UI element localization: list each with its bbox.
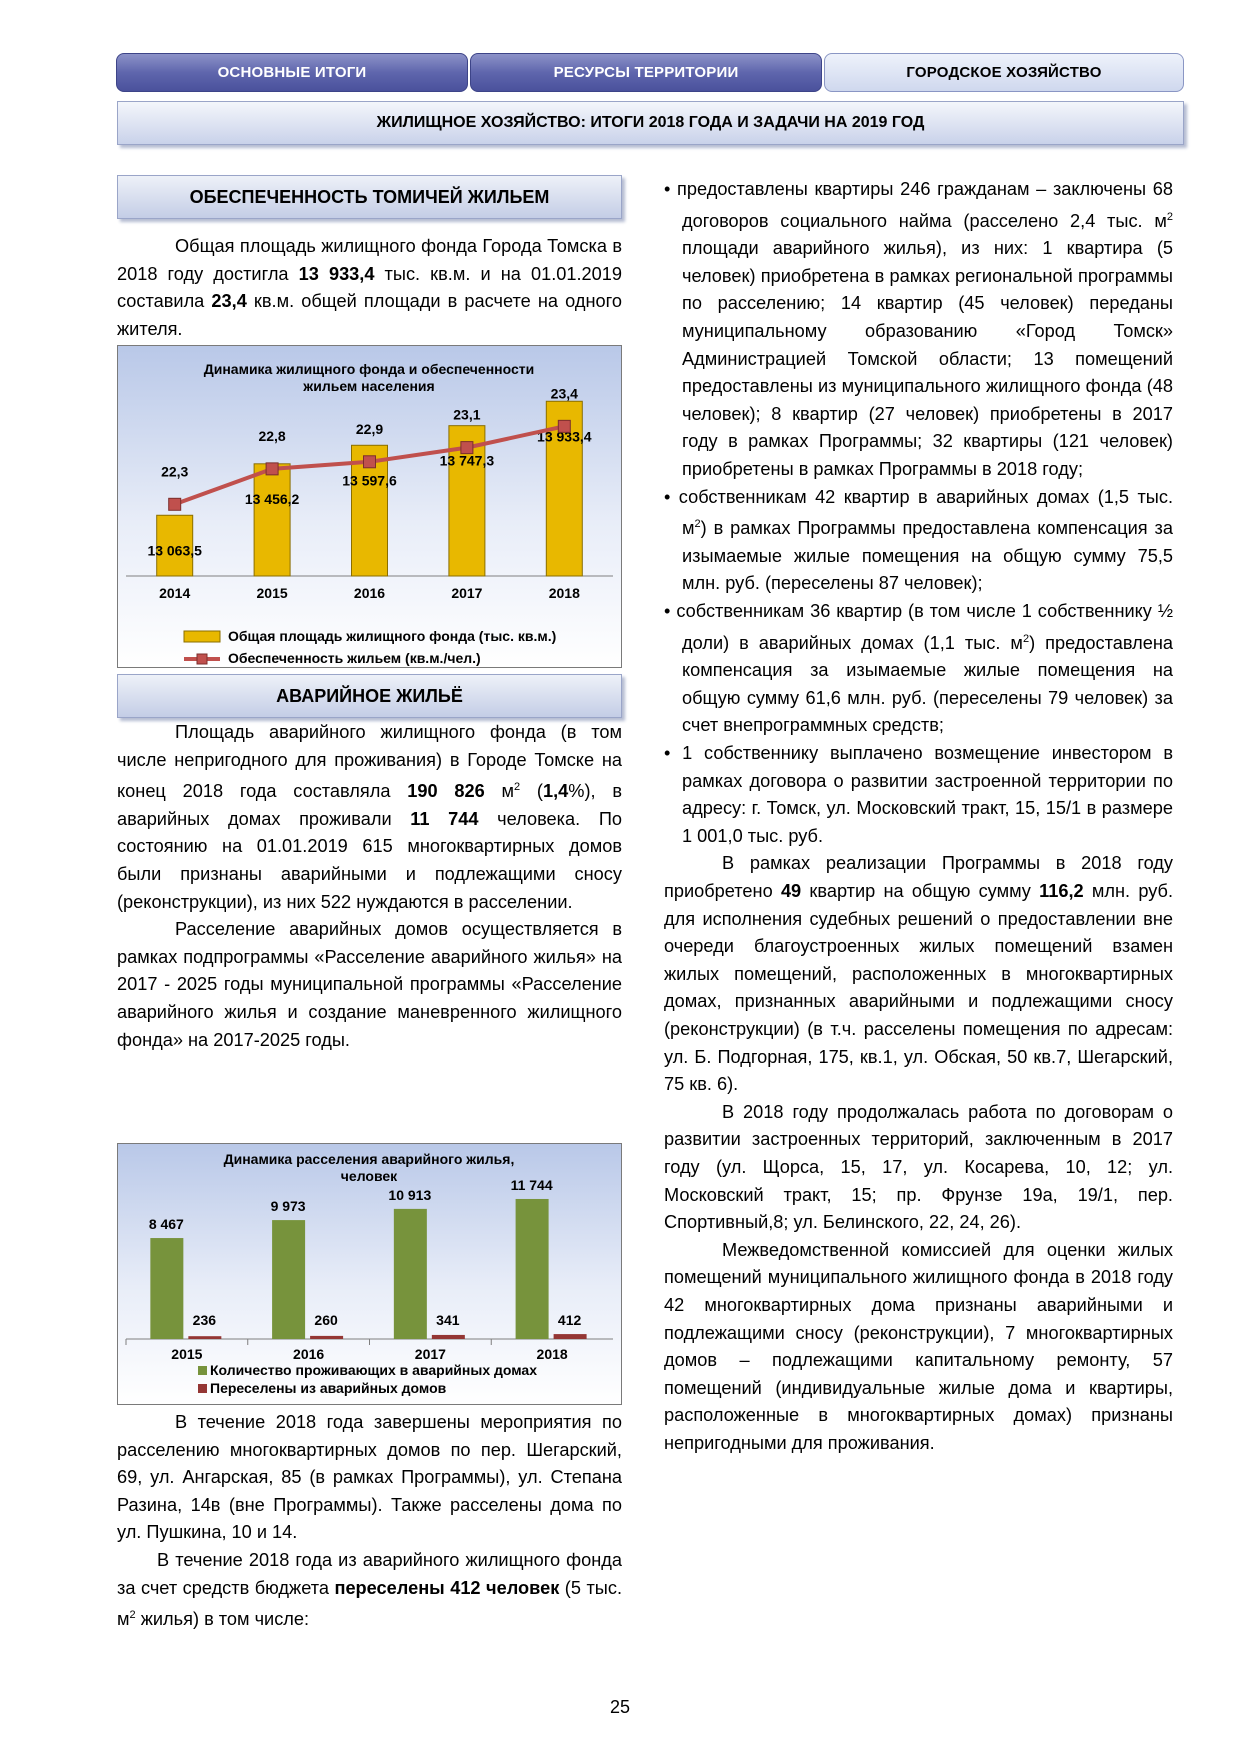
chart2-title-line-2: человек (341, 1168, 398, 1184)
chart-title-line-2: жильем населения (302, 378, 434, 394)
legend-swatch-resettled (198, 1384, 207, 1393)
chart-resettlement: Динамика расселения аварийного жилья, че… (117, 1143, 622, 1405)
bullet-apartments-provided: предоставлены квартиры 246 гражданам – з… (664, 176, 1173, 484)
legend-label-resettled: Переселены из аварийных домов (210, 1380, 447, 1396)
data-label-provision-2018: 23,4 (551, 385, 578, 401)
section-title-housing-provision: ОБЕСПЕЧЕННОСТЬ ТОМИЧЕЙ ЖИЛЬЕМ (117, 175, 622, 219)
data-label-resettled-2018: 412 (558, 1312, 582, 1328)
data-label-provision-2015: 22,8 (258, 428, 285, 444)
bar-area-2015 (253, 463, 291, 577)
data-label-provision-2014: 22,3 (161, 463, 188, 479)
right-column-text: предоставлены квартиры 246 гражданам – з… (664, 176, 1173, 1458)
point-provision-2015 (265, 462, 279, 476)
data-label-provision-2017: 23,1 (453, 407, 480, 423)
page-number: 25 (609, 1697, 631, 1717)
x-tick-2015: 2015 (171, 1346, 202, 1362)
point-provision-2017 (460, 441, 474, 455)
bar-residents-2017 (393, 1208, 427, 1339)
data-label-area-2014: 13 063,5 (147, 542, 202, 558)
legend-swatch-residents (198, 1366, 207, 1375)
paragraph-resettled-412: В течение 2018 года из аварийного жилищн… (117, 1549, 623, 1630)
bullet-investor-payment: 1 собственнику выплачено возмещение инве… (664, 740, 1173, 850)
bar-residents-2018 (515, 1198, 549, 1339)
legend-label-provision: Обеспеченность жильем (кв.м./чел.) (228, 650, 481, 666)
paragraph-emergency-area: Площадь аварийного жилищного фонда (в то… (117, 719, 622, 1054)
x-tick-2014: 2014 (159, 585, 190, 601)
x-tick-2015: 2015 (257, 585, 288, 601)
x-tick-2018: 2018 (537, 1346, 568, 1362)
point-provision-2014 (168, 497, 182, 511)
x-tick-2017: 2017 (451, 585, 482, 601)
data-label-residents-2015: 8 467 (149, 1216, 184, 1232)
data-label-residents-2018: 11 744 (511, 1177, 553, 1193)
data-label-area-2017: 13 747,3 (440, 453, 495, 469)
paragraph-completed-measures: В течение 2018 года завершены мероприяти… (117, 1409, 622, 1634)
data-label-area-2018: 13 933,4 (537, 428, 592, 444)
data-label-residents-2017: 10 913 (388, 1187, 431, 1203)
bullet-compensation-42: собственникам 42 квартир в аварийных дом… (664, 484, 1173, 598)
bar-resettled-2015 (188, 1336, 222, 1339)
point-provision-2016 (363, 455, 376, 469)
legend-label-area: Общая площадь жилищного фонда (тыс. кв.м… (228, 628, 556, 644)
bar-residents-2015 (150, 1238, 184, 1339)
bar-area-2014 (156, 514, 194, 577)
tab-city-economy[interactable]: ГОРОДСКОЕ ХОЗЯЙСТВО (824, 53, 1184, 92)
data-label-resettled-2017: 341 (436, 1312, 460, 1328)
page-banner: ЖИЛИЩНОЕ ХОЗЯЙСТВО: ИТОГИ 2018 ГОДА И ЗА… (117, 101, 1184, 145)
bar-resettled-2018 (553, 1334, 587, 1339)
legend-label-residents: Количество проживающих в аварийных домах (210, 1362, 537, 1378)
bar-resettled-2016 (310, 1335, 344, 1339)
x-tick-2016: 2016 (354, 585, 385, 601)
section-title-emergency-housing: АВАРИЙНОЕ ЖИЛЬЁ (117, 674, 622, 718)
chart-housing-fund-svg: Динамика жилищного фонда и обеспеченност… (126, 361, 613, 666)
data-label-residents-2016: 9 973 (271, 1198, 306, 1214)
paragraph-housing-area: Общая площадь жилищного фонда Города Том… (117, 236, 623, 339)
data-label-area-2015: 13 456,2 (245, 491, 300, 507)
point-provision-2018 (557, 419, 571, 433)
tab-main-results[interactable]: ОСНОВНЫЕ ИТОГИ (116, 53, 468, 92)
x-tick-2017: 2017 (415, 1346, 446, 1362)
bullet-compensation-36: собственникам 36 квартир (в том числе 1 … (664, 598, 1173, 740)
x-tick-2018: 2018 (549, 585, 580, 601)
paragraph-resettlement-program: Расселение аварийных домов осуществляетс… (117, 919, 622, 1050)
bar-residents-2016 (272, 1220, 306, 1339)
paragraph-program-purchases: В рамках реализации Программы в 2018 год… (664, 853, 1174, 1095)
legend-swatch-area (183, 630, 221, 643)
legend-marker-provision (196, 653, 208, 665)
chart-housing-fund: Динамика жилищного фонда и обеспеченност… (117, 345, 622, 668)
paragraph-commission: Межведомственной комиссией для оценки жи… (664, 1239, 1173, 1453)
tab-territory-resources[interactable]: РЕСУРСЫ ТЕРРИТОРИИ (470, 53, 822, 92)
data-label-provision-2016: 22,9 (356, 421, 383, 437)
chart-title-line-1: Динамика жилищного фонда и обеспеченност… (204, 361, 534, 377)
data-label-area-2016: 13 597,6 (342, 472, 397, 488)
data-label-resettled-2016: 260 (314, 1312, 338, 1328)
data-label-resettled-2015: 236 (193, 1312, 217, 1328)
chart2-title-line-1: Динамика расселения аварийного жилья, (224, 1151, 515, 1167)
bar-resettled-2017 (431, 1334, 465, 1339)
x-tick-2016: 2016 (293, 1346, 324, 1362)
paragraph-territory-development: В 2018 году продолжалась работа по догов… (664, 1101, 1173, 1233)
chart-resettlement-svg: Динамика расселения аварийного жилья, че… (125, 1151, 613, 1396)
